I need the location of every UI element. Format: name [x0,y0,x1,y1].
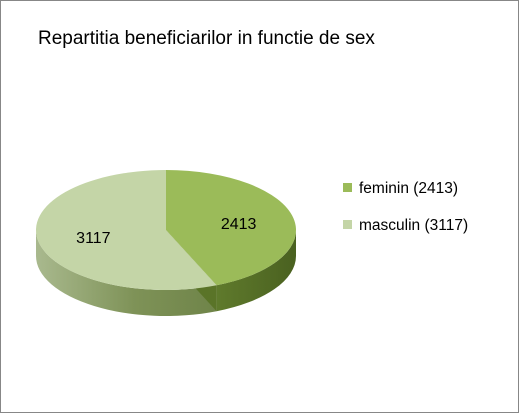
legend-swatch-masculin [343,220,352,229]
pie-slice-masculin-3117 [36,170,217,290]
legend-label-masculin: masculin (3117) [359,217,469,234]
chart-title: Repartitia beneficiarilor in functie de … [38,28,375,49]
pie-data-label-masculin-3117: 3117 [76,230,111,247]
legend-item-masculin: masculin (3117) [343,217,468,235]
legend-label-feminin: feminin (2413) [359,180,459,197]
pie-slice-feminin-2413 [166,170,297,286]
pie-side-feminin-2413 [216,230,296,312]
legend-item-feminin: feminin (2413) [343,180,458,198]
legend-swatch-feminin [343,183,352,192]
pie-data-label-feminin-2413: 2413 [221,216,257,233]
pie-side-masculin-3117 [36,230,217,317]
